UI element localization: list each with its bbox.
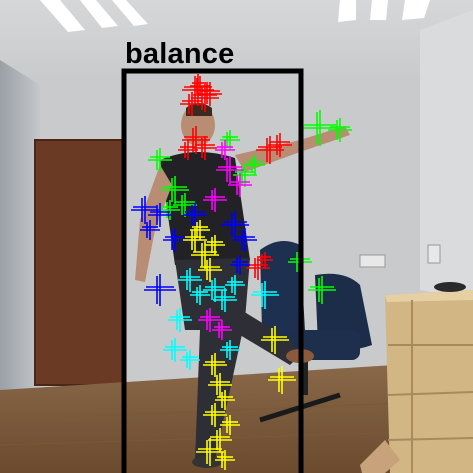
right-wall [420,10,473,300]
light-switch [427,244,441,264]
wooden-cabinet [385,282,473,473]
annotation-bounding-box [121,68,304,473]
wooden-floor [0,360,473,473]
ceiling [0,0,473,75]
action-label: balance [125,38,235,70]
wall-socket [359,254,386,268]
wooden-door [34,139,124,386]
pose-joint-markers [131,74,352,470]
paper-bag [360,440,400,473]
ceiling-lights [40,0,430,32]
left-wall [0,60,40,395]
